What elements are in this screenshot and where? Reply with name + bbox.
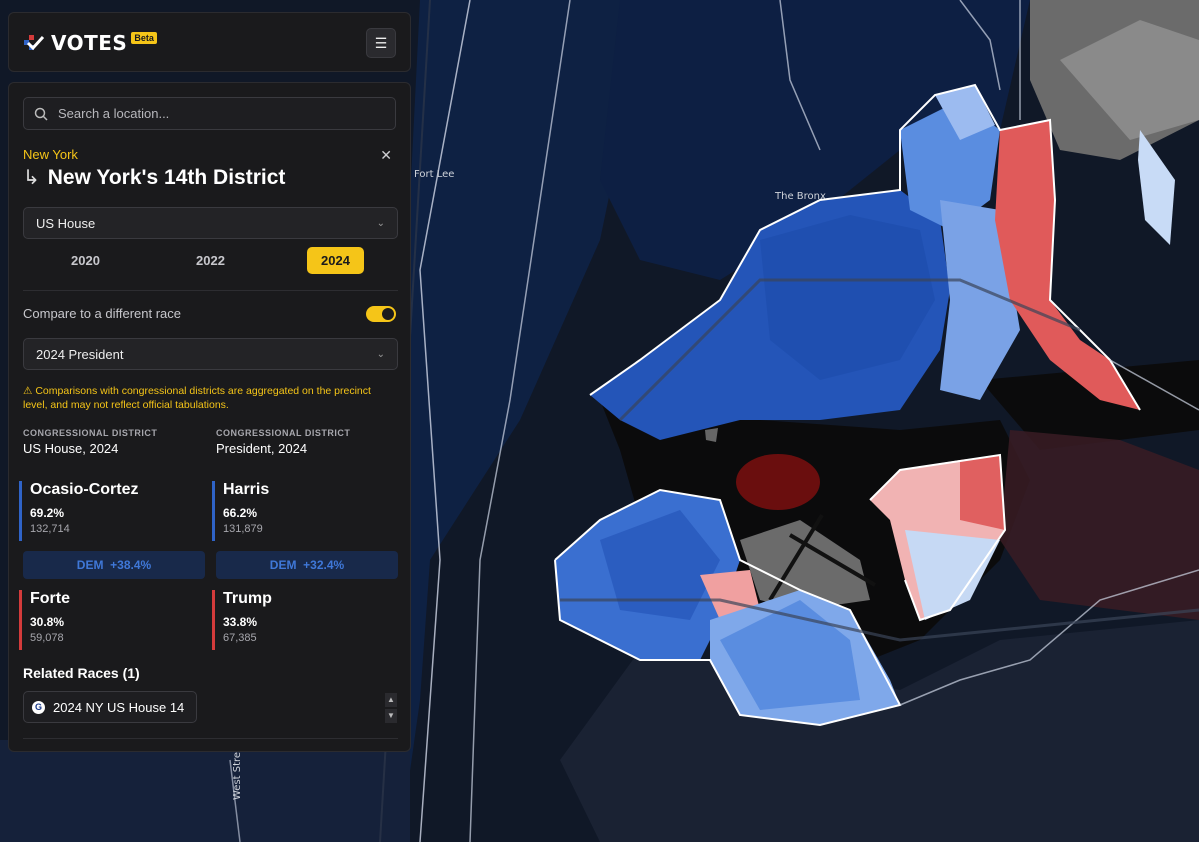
candidate-name: Forte [30, 590, 70, 607]
hamburger-icon: ☰ [374, 34, 388, 51]
map-label-fort-lee: Fort Lee [414, 169, 455, 180]
chevron-down-icon: ⌄ [376, 217, 385, 229]
results-column-president: CONGRESSIONAL DISTRICT President, 2024 [216, 428, 401, 456]
column-race: President, 2024 [216, 441, 308, 456]
candidate-name: Trump [223, 590, 272, 607]
candidate-percent: 66.2% [223, 506, 258, 520]
race-type-icon: G [32, 700, 45, 714]
warning-text: Comparisons with congressional districts… [23, 385, 371, 411]
year-tab-2022[interactable]: 2022 [196, 252, 225, 268]
margin-badge-house: DEM +38.4% [23, 551, 205, 579]
candidate-votes: 132,714 [30, 523, 70, 535]
related-race-label: 2024 NY US House 14 [53, 699, 185, 715]
compare-race-select[interactable]: 2024 President ⌄ [23, 338, 398, 370]
map-rikers [736, 454, 820, 510]
candidate-dem-house[interactable]: Ocasio-Cortez 69.2% 132,714 [19, 481, 199, 541]
race-select[interactable]: US House ⌄ [23, 207, 398, 239]
scroll-down-icon[interactable]: ▼ [385, 709, 397, 723]
candidate-name: Ocasio-Cortez [30, 481, 139, 498]
compare-race-value: 2024 President [36, 346, 124, 362]
app-header: VOTES Beta ☰ [8, 12, 411, 72]
column-header: CONGRESSIONAL DISTRICT [216, 428, 351, 438]
candidate-dem-president[interactable]: Harris 66.2% 131,879 [212, 481, 392, 541]
year-tab-2024[interactable]: 2024 [307, 246, 364, 274]
warning-message: ⚠ Comparisons with congressional distric… [23, 384, 393, 412]
divider [23, 290, 398, 291]
search-input[interactable] [56, 105, 380, 122]
compare-toggle[interactable] [366, 306, 396, 322]
candidate-votes: 131,879 [223, 523, 263, 535]
brand[interactable]: VOTES Beta [23, 31, 157, 55]
dem-color-bar [19, 481, 22, 541]
scroll-up-icon[interactable]: ▲ [385, 693, 397, 707]
map-airport [740, 520, 870, 610]
state-link[interactable]: New York [23, 147, 78, 162]
district-title: New York's 14th District [47, 165, 286, 189]
dem-color-bar [212, 481, 215, 541]
rep-color-bar [212, 590, 215, 650]
chevron-down-icon: ⌄ [376, 348, 385, 360]
map-region-manhattan [380, 0, 650, 842]
margin-party: DEM [76, 558, 104, 572]
related-race-item[interactable]: G 2024 NY US House 14 [23, 691, 198, 723]
candidate-percent: 30.8% [30, 615, 65, 629]
margin-value: +32.4% [303, 558, 345, 572]
district-boundary [589, 83, 1141, 411]
compare-label: Compare to a different race [23, 306, 182, 321]
rep-color-bar [19, 590, 22, 650]
margin-value: +38.4% [110, 558, 152, 572]
warning-icon: ⚠ [23, 385, 33, 397]
candidate-percent: 69.2% [30, 506, 65, 520]
candidate-votes: 67,385 [223, 632, 257, 644]
race-select-value: US House [36, 215, 96, 231]
close-icon[interactable]: ✕ [380, 147, 392, 163]
search-icon [34, 107, 48, 121]
district-bronx-red [995, 120, 1140, 410]
brand-name: VOTES [51, 31, 128, 55]
candidate-rep-house[interactable]: Forte 30.8% 59,078 [19, 590, 199, 650]
votes-logo-icon [24, 35, 45, 51]
margin-badge-president: DEM +32.4% [216, 551, 398, 579]
candidate-rep-president[interactable]: Trump 33.8% 67,385 [212, 590, 392, 650]
map-region-nj [0, 740, 410, 842]
year-tab-2020[interactable]: 2020 [71, 252, 100, 268]
search-box[interactable] [23, 97, 396, 130]
candidate-percent: 33.8% [223, 615, 258, 629]
scroll-arrows[interactable]: ▲ ▼ [385, 693, 397, 725]
divider [23, 738, 398, 739]
map-label-bronx: The Bronx [775, 191, 826, 202]
column-race: US House, 2024 [23, 441, 119, 456]
subdirectory-arrow-icon: ↳ [23, 167, 40, 189]
candidate-votes: 59,078 [30, 632, 64, 644]
beta-badge: Beta [131, 32, 157, 44]
candidate-name: Harris [223, 481, 270, 498]
year-tabs: 2020 2022 2024 [23, 246, 398, 274]
sidebar-panel: New York ✕ ↳ New York's 14th District US… [8, 82, 411, 752]
district-heading: ↳ New York's 14th District [23, 165, 285, 190]
results-column-house: CONGRESSIONAL DISTRICT US House, 2024 [23, 428, 208, 456]
margin-party: DEM [269, 558, 297, 572]
column-header: CONGRESSIONAL DISTRICT [23, 428, 158, 438]
menu-button[interactable]: ☰ [366, 28, 396, 58]
related-races-title: Related Races (1) [23, 665, 140, 681]
